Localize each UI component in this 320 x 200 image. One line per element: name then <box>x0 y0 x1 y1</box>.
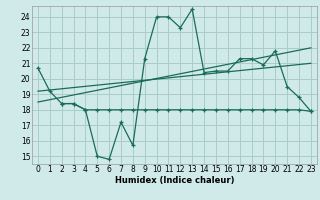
X-axis label: Humidex (Indice chaleur): Humidex (Indice chaleur) <box>115 176 234 185</box>
